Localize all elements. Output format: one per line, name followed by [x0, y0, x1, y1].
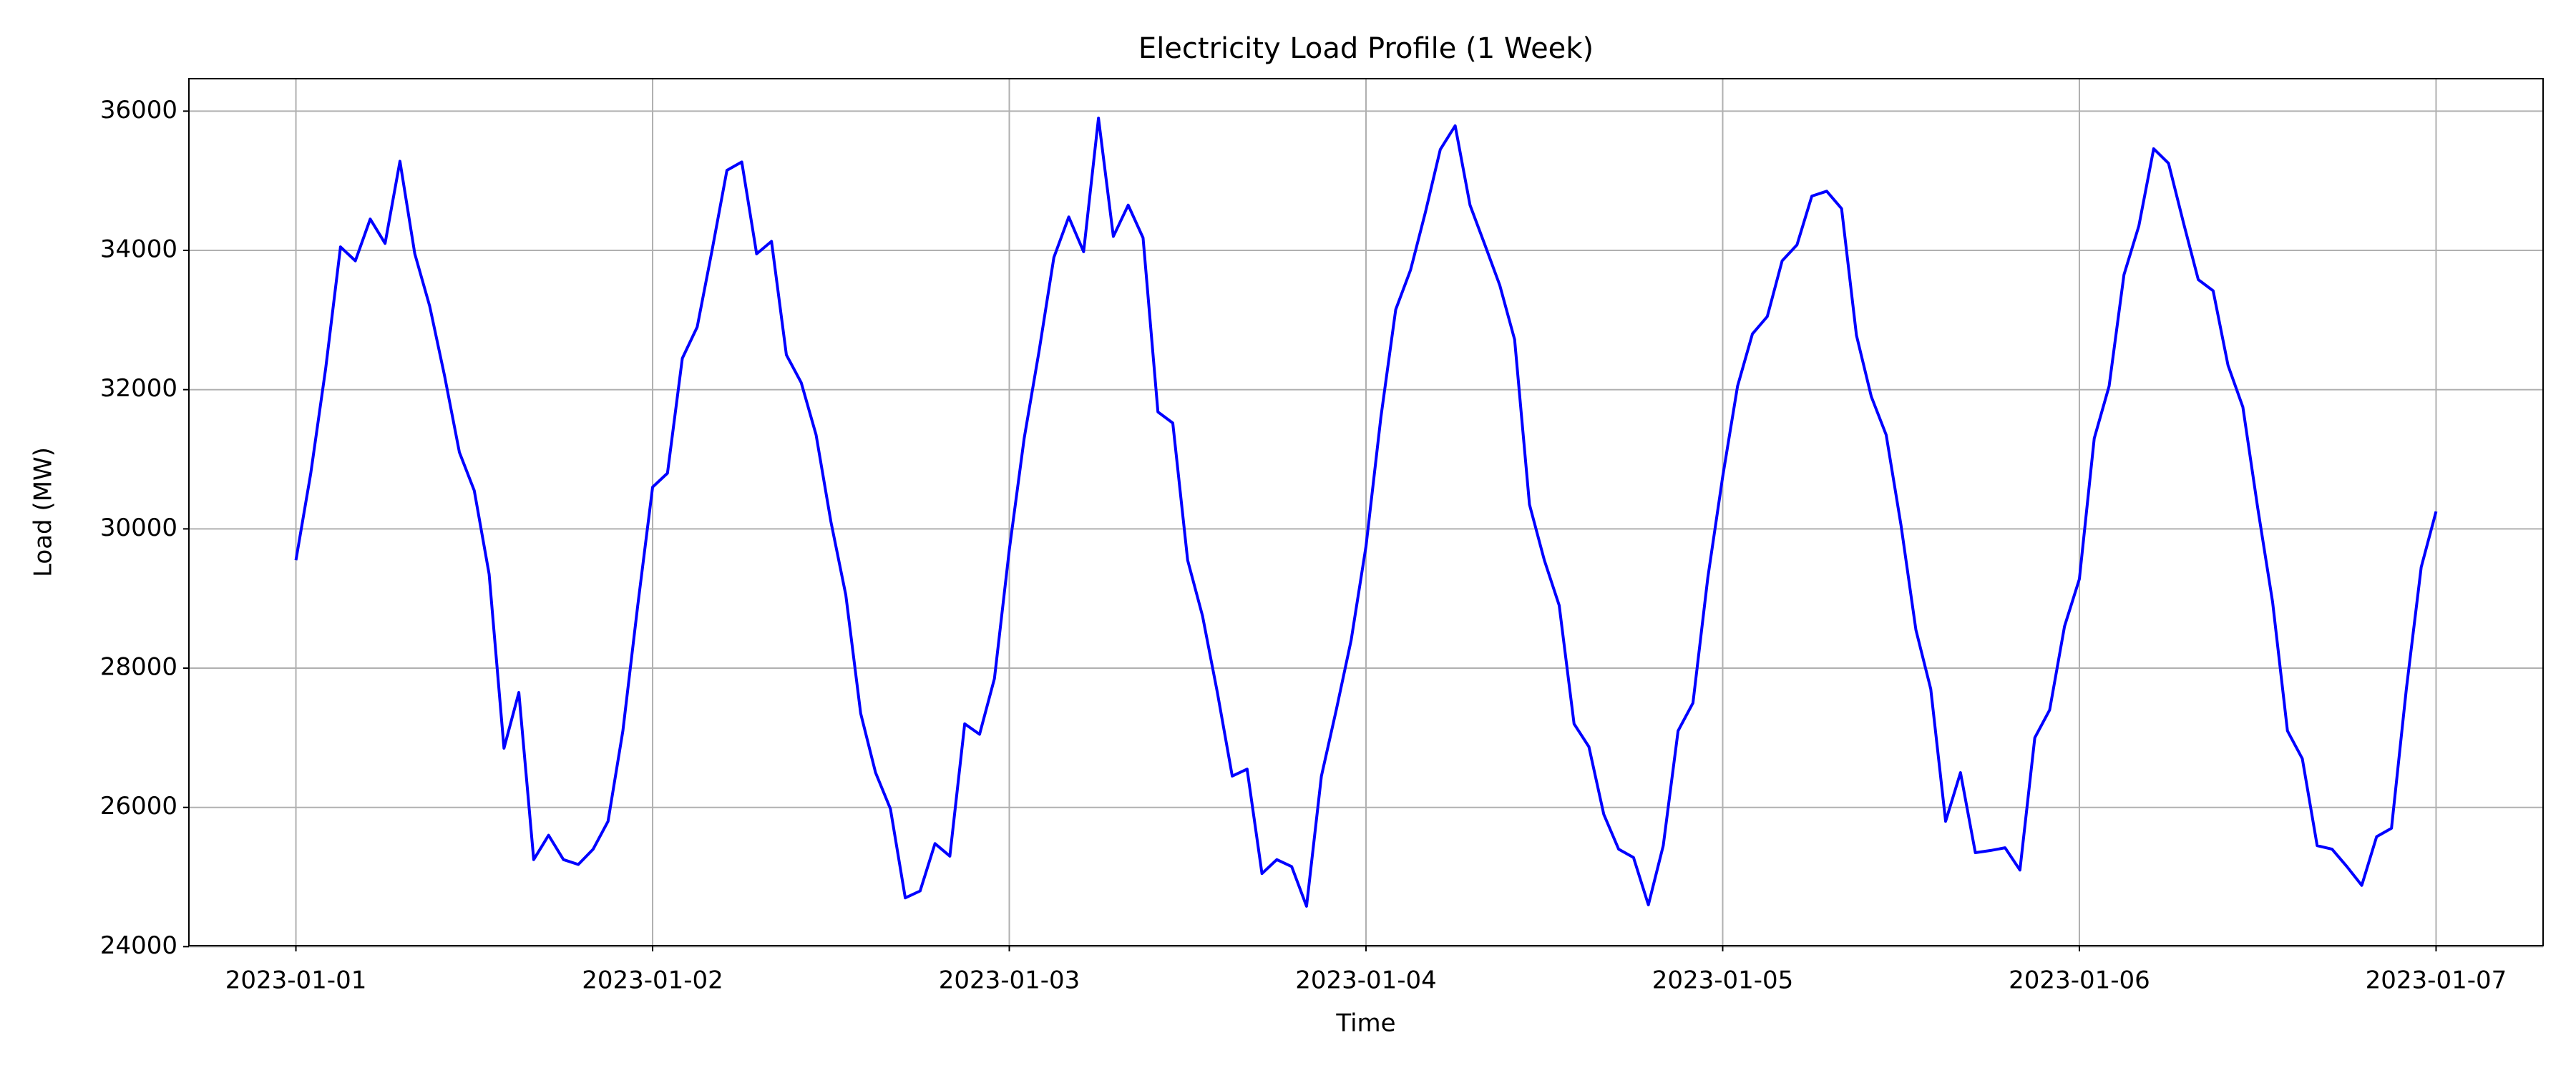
x-tick-label: 2023-01-07: [2366, 966, 2507, 995]
y-tick-label: 26000: [100, 792, 177, 820]
x-tick-label: 2023-01-03: [939, 966, 1080, 995]
x-tick-label: 2023-01-02: [582, 966, 723, 995]
y-axis-label: Load (MW): [29, 447, 58, 577]
y-tick-label: 30000: [100, 514, 177, 542]
chart-title: Electricity Load Profile (1 Week): [1138, 32, 1594, 65]
y-tick-label: 28000: [100, 653, 177, 682]
x-tick-label: 2023-01-04: [1295, 966, 1437, 995]
y-tick-label: 32000: [100, 374, 177, 403]
plot-frame: [188, 78, 2544, 946]
y-tick-label: 36000: [100, 96, 177, 124]
load-line: [294, 117, 2438, 908]
x-axis-label: Time: [1335, 1009, 1395, 1038]
x-tick-label: 2023-01-06: [2009, 966, 2150, 995]
x-tick-label: 2023-01-05: [1652, 966, 1794, 995]
y-tick-label: 24000: [100, 931, 177, 960]
y-tick-label: 34000: [100, 235, 177, 264]
x-tick-label: 2023-01-01: [225, 966, 367, 995]
